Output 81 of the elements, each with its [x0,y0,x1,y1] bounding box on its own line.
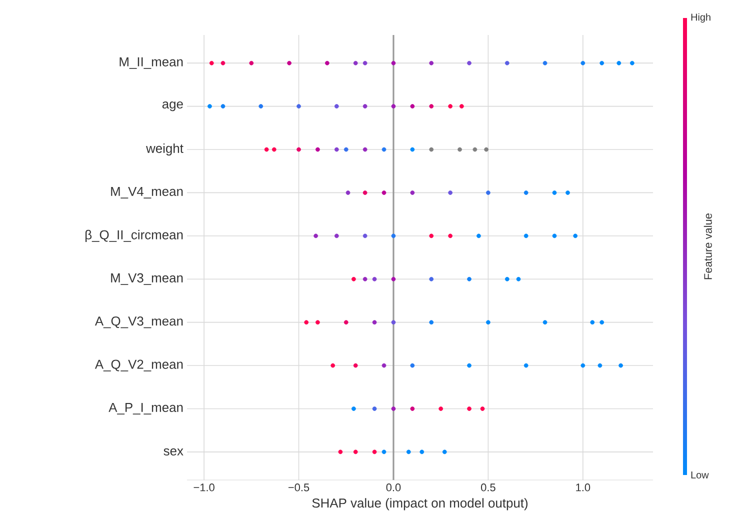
point [542,320,548,325]
point [209,60,214,66]
point [429,276,434,282]
point [372,320,377,325]
point [410,190,415,195]
point [600,320,604,325]
point [264,147,269,152]
point [590,320,595,325]
point [272,147,276,152]
text: High [691,13,710,23]
x-tick-label: 0.0 [386,484,401,492]
color-bar-title: Feature value [704,213,712,280]
y-tick-label: A_Q_V3_mean [94,316,183,328]
point [566,190,570,195]
point [410,406,415,411]
point [486,190,490,195]
point [618,363,623,368]
point [382,190,386,195]
point [552,234,557,238]
point [353,450,358,454]
point [334,104,339,108]
y-tick-label: β_Q_II_circmean [86,230,183,242]
point [391,60,396,66]
point [598,363,602,368]
point [391,320,396,325]
point [372,406,377,411]
y-tick-label: sex [164,448,184,456]
point [344,147,348,152]
point [372,276,377,282]
point [616,60,622,66]
point [580,363,586,368]
point [287,60,292,66]
point [353,60,358,66]
point [391,276,396,282]
point [410,104,415,108]
point [391,406,396,411]
text: Low [691,472,709,478]
y-tick-label: M_II_mean [120,57,183,69]
x-tick-label: −1.0 [194,484,214,492]
point [362,104,368,108]
point [391,104,396,108]
point [220,60,226,66]
point [504,276,510,282]
y-tick-label: weight [146,143,184,156]
point [442,450,447,454]
point [249,60,254,66]
point [600,60,604,66]
point [524,234,528,238]
point [316,147,320,152]
y-tick-label: M_V3_mean [111,273,183,285]
y-tick-label: A_P_I_mean [108,402,183,414]
point [344,320,348,325]
x-axis-title: SHAP value (impact on model output) [312,498,528,510]
point [330,363,336,368]
point [296,147,301,152]
y-tick-label: age [162,101,183,112]
point [476,234,481,238]
point [486,320,490,325]
point [467,60,472,66]
point [353,363,358,368]
point [552,190,557,195]
point [296,104,301,108]
point [316,320,320,325]
y-tick-label: A_Q_V2_mean [94,360,183,372]
x-tick-label: −0.5 [288,484,310,492]
y-tick-label: M_V4_mean [111,186,183,198]
point [504,60,510,66]
x-tick-label: 0.5 [481,484,496,492]
point [334,147,339,152]
point [448,190,453,195]
point [304,320,309,325]
point [362,60,368,66]
x-tick-label: 1.0 [576,484,590,492]
point [516,276,521,282]
point [630,60,634,66]
point [338,450,343,454]
point [573,234,578,238]
point [324,60,330,66]
point [410,147,415,152]
point [352,276,356,282]
point [429,104,434,108]
